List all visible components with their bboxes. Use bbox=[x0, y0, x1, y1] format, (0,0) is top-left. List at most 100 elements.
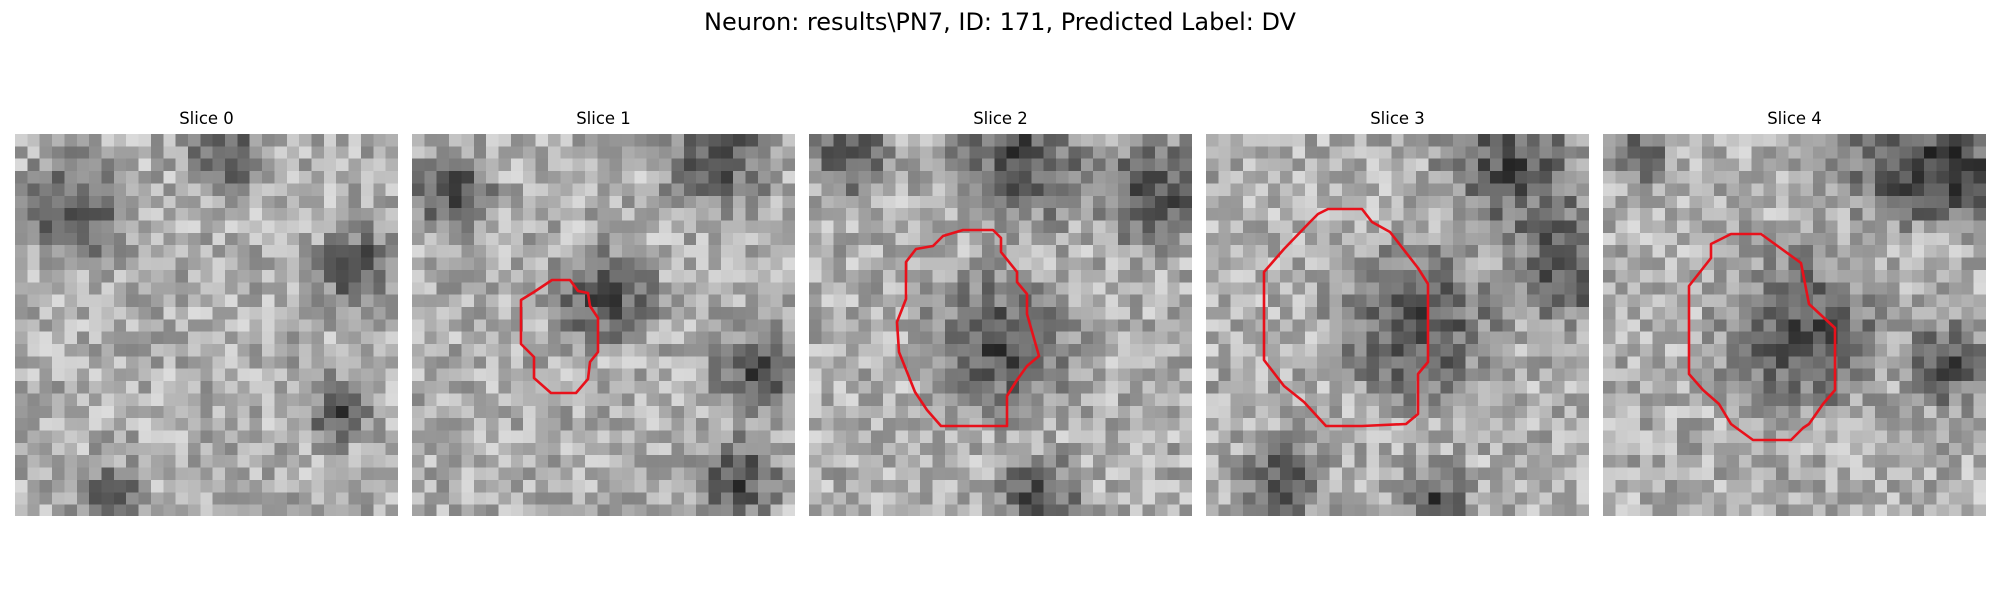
pixel-cell bbox=[932, 393, 946, 407]
pixel-cell bbox=[1640, 269, 1654, 283]
pixel-cell bbox=[1006, 368, 1020, 382]
pixel-cell bbox=[858, 504, 872, 516]
pixel-cell bbox=[981, 455, 995, 469]
pixel-cell bbox=[1539, 331, 1553, 345]
pixel-cell bbox=[1627, 504, 1641, 516]
pixel-cell bbox=[1887, 356, 1901, 370]
pixel-cell bbox=[64, 393, 78, 407]
pixel-cell bbox=[1416, 171, 1429, 185]
pixel-cell bbox=[1615, 134, 1629, 147]
pixel-cell bbox=[1031, 442, 1045, 456]
pixel-cell bbox=[1329, 208, 1343, 222]
pixel-cell bbox=[336, 455, 350, 469]
pixel-cell bbox=[510, 430, 524, 444]
pixel-cell bbox=[547, 208, 561, 222]
pixel-cell bbox=[1280, 492, 1294, 506]
pixel-cell bbox=[1564, 418, 1578, 432]
pixel-cell bbox=[1304, 269, 1318, 283]
pixel-cell bbox=[821, 479, 835, 493]
pixel-cell bbox=[486, 134, 500, 147]
pixel-cell bbox=[449, 257, 463, 271]
pixel-cell bbox=[1465, 257, 1479, 271]
pixel-cell bbox=[461, 134, 475, 147]
pixel-cell bbox=[348, 294, 362, 308]
pixel-cell bbox=[1640, 455, 1654, 469]
pixel-cell bbox=[64, 134, 78, 147]
pixel-cell bbox=[883, 467, 897, 481]
pixel-cell bbox=[286, 455, 300, 469]
pixel-cell bbox=[436, 405, 450, 419]
pixel-cell bbox=[1551, 134, 1565, 147]
pixel-cell bbox=[1948, 479, 1962, 493]
pixel-cell bbox=[39, 430, 53, 444]
pixel-cell bbox=[1440, 492, 1454, 506]
pixel-cell bbox=[646, 220, 660, 234]
pixel-cell bbox=[1911, 492, 1925, 506]
pixel-cell bbox=[870, 356, 884, 370]
pixel-cell bbox=[622, 356, 635, 370]
pixel-cell bbox=[572, 146, 586, 160]
pixel-cell bbox=[1019, 381, 1032, 395]
pixel-cell bbox=[1603, 430, 1616, 444]
pixel-cell bbox=[76, 269, 90, 283]
pixel-cell bbox=[1292, 504, 1306, 516]
pixel-cell bbox=[1837, 381, 1851, 395]
pixel-cell bbox=[696, 405, 710, 419]
pixel-cell bbox=[535, 257, 549, 271]
pixel-cell bbox=[770, 220, 784, 234]
pixel-cell bbox=[1527, 467, 1541, 481]
pixel-cell bbox=[1154, 467, 1168, 481]
pixel-cell bbox=[1255, 208, 1269, 222]
pixel-cell bbox=[584, 356, 598, 370]
pixel-cell bbox=[597, 319, 611, 333]
pixel-cell bbox=[1615, 208, 1629, 222]
pixel-cell bbox=[348, 134, 362, 147]
pixel-cell bbox=[1564, 368, 1578, 382]
pixel-cell bbox=[76, 442, 90, 456]
pixel-cell bbox=[150, 195, 164, 209]
pixel-cell bbox=[1080, 492, 1094, 506]
pixel-cell bbox=[1167, 158, 1181, 172]
pixel-cell bbox=[1341, 504, 1355, 516]
pixel-cell bbox=[27, 158, 41, 172]
pixel-cell bbox=[1738, 208, 1752, 222]
pixel-cell bbox=[1019, 257, 1032, 271]
pixel-cell bbox=[622, 195, 635, 209]
pixel-cell bbox=[1948, 257, 1962, 271]
pixel-cell bbox=[597, 171, 611, 185]
pixel-cell bbox=[1292, 492, 1306, 506]
pixel-cell bbox=[163, 232, 177, 246]
pixel-cell bbox=[770, 183, 784, 197]
pixel-cell bbox=[1514, 430, 1528, 444]
pixel-cell bbox=[274, 195, 288, 209]
pixel-cell bbox=[1403, 430, 1417, 444]
pixel-cell bbox=[336, 208, 350, 222]
pixel-cell bbox=[1403, 344, 1417, 357]
pixel-cell bbox=[473, 331, 487, 345]
pixel-cell bbox=[1453, 504, 1467, 516]
pixel-cell bbox=[262, 232, 276, 246]
pixel-cell bbox=[1428, 232, 1442, 246]
pixel-cell bbox=[262, 208, 276, 222]
pixel-cell bbox=[27, 208, 41, 222]
pixel-cell bbox=[671, 442, 685, 456]
pixel-cell bbox=[1019, 134, 1032, 147]
pixel-cell bbox=[461, 282, 475, 296]
pixel-cell bbox=[1130, 195, 1144, 209]
pixel-cell bbox=[473, 504, 487, 516]
pixel-cell bbox=[274, 146, 288, 160]
pixel-cell bbox=[1006, 183, 1020, 197]
pixel-cell bbox=[1117, 405, 1131, 419]
pixel-cell bbox=[412, 356, 425, 370]
pixel-cell bbox=[101, 171, 115, 185]
pixel-cell bbox=[584, 146, 598, 160]
pixel-cell bbox=[944, 455, 958, 469]
pixel-cell bbox=[1292, 146, 1306, 160]
pixel-cell bbox=[348, 344, 362, 357]
pixel-cell bbox=[1453, 208, 1467, 222]
pixel-cell bbox=[932, 134, 946, 147]
pixel-cell bbox=[1068, 442, 1082, 456]
pixel-cell bbox=[1627, 158, 1641, 172]
pixel-cell bbox=[1701, 418, 1715, 432]
pixel-cell bbox=[510, 405, 524, 419]
